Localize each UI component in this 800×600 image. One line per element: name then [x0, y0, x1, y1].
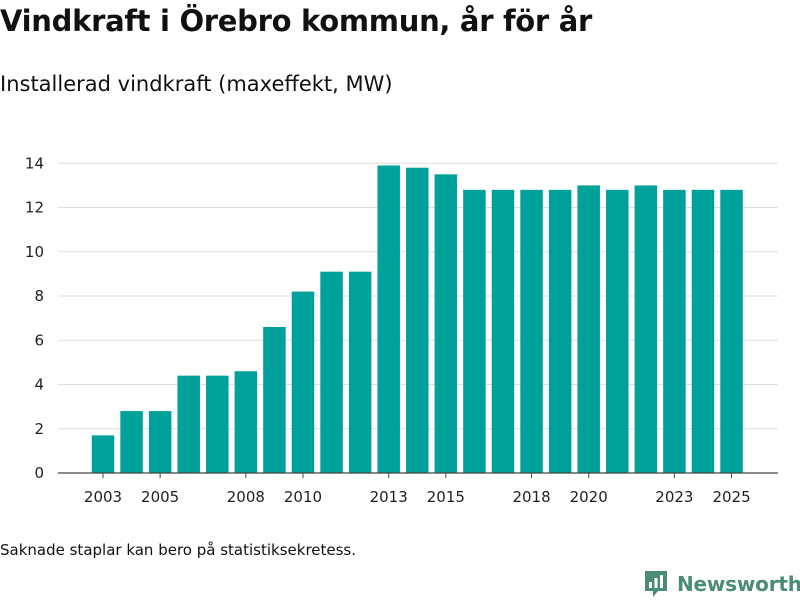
footnote: Saknade staplar kan bero på statistiksek…: [0, 541, 357, 559]
x-tick-label: 2005: [141, 488, 179, 506]
bar-2011: [320, 271, 343, 473]
bar-2018: [520, 189, 543, 474]
bar-2021: [606, 189, 629, 474]
newsworthy-logo-icon: [645, 571, 667, 597]
bar-2023: [663, 189, 686, 474]
bar-2019: [548, 189, 572, 474]
bar-2004: [120, 411, 143, 473]
brand-logo[interactable]: Newsworthy: [643, 569, 800, 599]
x-tick-label: 2015: [427, 488, 465, 506]
y-tick-label: 8: [34, 287, 44, 305]
bar-2012: [348, 271, 372, 473]
bar-2016: [463, 189, 486, 474]
bar-2014: [406, 167, 429, 474]
brand-name: Newsworthy: [677, 572, 800, 596]
bar-2007: [206, 375, 229, 473]
bar-2003: [91, 435, 115, 473]
y-tick-label: 4: [34, 376, 44, 394]
bar-2006: [177, 375, 200, 473]
x-tick-label: 2008: [227, 488, 265, 506]
x-tick-label: 2010: [284, 488, 322, 506]
bar-2025: [720, 189, 743, 474]
x-tick-label: 2003: [84, 488, 122, 506]
y-tick-label: 2: [34, 420, 44, 438]
bar-2010: [291, 291, 315, 473]
y-tick-label: 6: [34, 331, 44, 349]
x-tick-label: 2020: [570, 488, 608, 506]
bar-2015: [434, 174, 458, 473]
y-tick-label: 14: [25, 154, 44, 172]
bar-2013: [377, 165, 400, 473]
x-tick-label: 2018: [512, 488, 550, 506]
x-tick-label: 2025: [712, 488, 750, 506]
bar-2024: [691, 189, 715, 474]
bar-2022: [634, 185, 658, 473]
chart-subtitle: Installerad vindkraft (maxeffekt, MW): [0, 72, 393, 96]
bar-2017: [491, 189, 515, 474]
x-tick-label: 2013: [370, 488, 408, 506]
bar-2005: [148, 411, 172, 473]
y-tick-label: 0: [34, 464, 44, 482]
y-tick-label: 12: [25, 199, 44, 217]
y-tick-label: 10: [25, 243, 44, 261]
chart-title: Vindkraft i Örebro kommun, år för år: [0, 4, 592, 38]
bar-2020: [577, 185, 600, 473]
bar-2008: [234, 371, 258, 473]
bar-2009: [263, 326, 286, 473]
x-tick-label: 2023: [655, 488, 693, 506]
